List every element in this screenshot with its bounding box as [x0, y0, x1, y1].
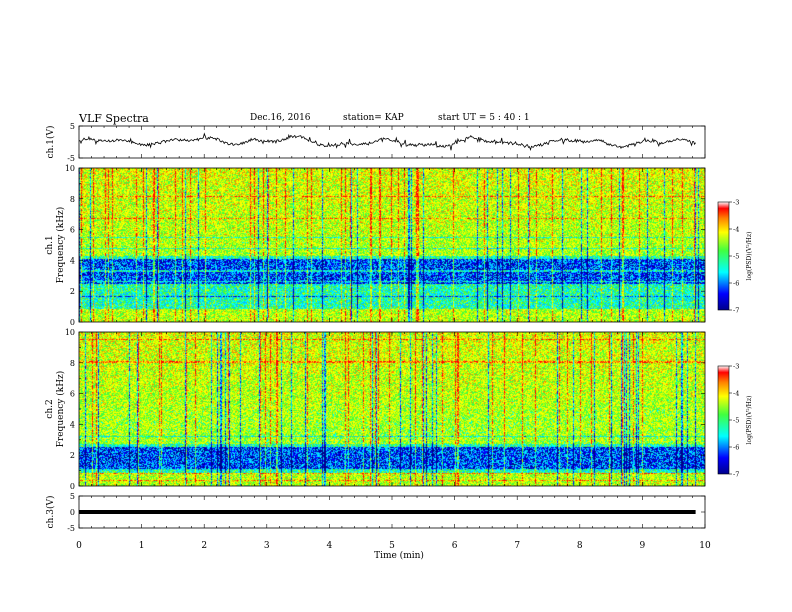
x-axis-label: Time (min) [374, 550, 424, 561]
y-tick-label: -5 [67, 524, 75, 533]
y-tick-label: 2 [70, 451, 75, 460]
x-tick-label: 3 [264, 541, 270, 551]
x-tick-label: 2 [201, 541, 207, 551]
y-tick-label: 5 [70, 492, 75, 501]
y-tick-label: 10 [65, 328, 75, 337]
panel-frame [78, 125, 706, 159]
y-tick-label: 2 [70, 287, 75, 296]
y-tick-label: -5 [67, 154, 75, 163]
colorbar-tick-label: -3 [733, 199, 739, 207]
colorbar-tick-label: -7 [733, 307, 739, 315]
date-label: Dec.16, 2016 [250, 113, 311, 123]
y-tick-label: 5 [70, 122, 75, 131]
start-time-label: start UT = 5 : 40 : 1 [438, 113, 530, 123]
colorbar-tick-label: -5 [733, 253, 739, 261]
x-tick-label: 6 [452, 541, 458, 551]
x-tick-label: 7 [514, 541, 520, 551]
y-tick-label: 0 [70, 318, 75, 327]
x-tick-label: 8 [577, 541, 583, 551]
ch1-waveform [78, 132, 696, 152]
spectrogram-ch1 [79, 168, 705, 322]
y-axis-label: ch.1(V) [45, 126, 56, 159]
y-axis-label: ch.3(V) [45, 496, 56, 529]
x-tick-label: 0 [76, 541, 82, 551]
y-tick-label: 4 [70, 256, 75, 265]
y-tick-label: 10 [65, 164, 75, 173]
colorbar-tick-label: -4 [733, 226, 739, 234]
y-tick-label: 4 [70, 420, 75, 429]
x-tick-label: 9 [640, 541, 646, 551]
colorbar-tick-label: -3 [733, 363, 739, 371]
y-tick-label: 0 [70, 482, 75, 491]
y-tick-label: 0 [70, 508, 75, 517]
x-tick-label: 1 [139, 541, 145, 551]
spectrogram-ch2 [79, 332, 705, 486]
colorbar [717, 365, 730, 475]
figure-title: VLF Spectra [79, 112, 149, 125]
y-tick-label: 6 [70, 226, 75, 235]
x-tick-label: 10 [699, 541, 711, 551]
x-tick-label: 5 [389, 541, 395, 551]
y-tick-label: 8 [70, 195, 75, 204]
colorbar-tick-label: -7 [733, 471, 739, 479]
channel-label: ch.2 [45, 399, 55, 418]
y-tick-label: 8 [70, 359, 75, 368]
y-tick-label: 6 [70, 390, 75, 399]
colorbar-tick-label: -5 [733, 417, 739, 425]
colorbar-tick-label: -6 [733, 444, 739, 452]
channel-label: ch.1 [45, 235, 55, 254]
colorbar-tick-label: -6 [733, 280, 739, 288]
y-axis-label: Frequency (kHz) [55, 207, 66, 284]
colorbar-label: log(PSD)(V²/Hz) [746, 396, 753, 445]
colorbar-label: log(PSD)(V²/Hz) [746, 232, 753, 281]
colorbar [717, 201, 730, 311]
station-label: station= KAP [343, 113, 404, 123]
x-tick-label: 4 [327, 541, 333, 551]
y-axis-label: Frequency (kHz) [55, 371, 66, 448]
colorbar-tick-label: -4 [733, 390, 739, 398]
